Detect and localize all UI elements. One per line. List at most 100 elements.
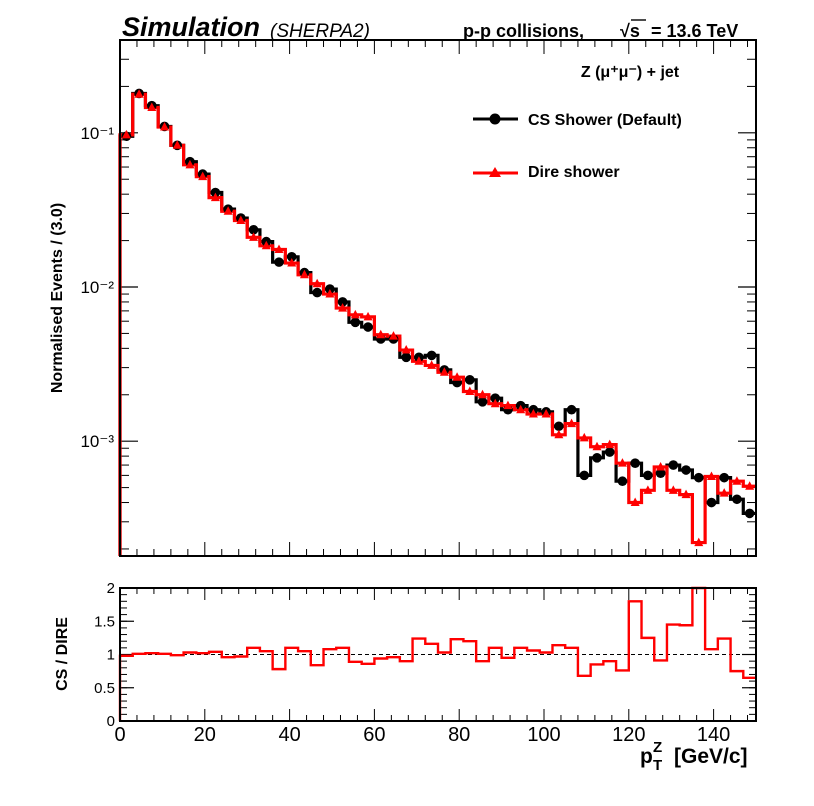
dire-shower-point (541, 409, 551, 418)
main-y-tick-label: 10⁻¹ (80, 124, 114, 143)
dire-shower-point (630, 497, 640, 507)
cs-shower-point (604, 447, 615, 457)
ratio-x-axis-label: p Z T [GeV/c] (640, 739, 748, 774)
collision-info: p-p collisions, √s = 13.6 TeV (463, 19, 738, 41)
dire-shower-point (236, 215, 246, 224)
cs-shower-point (693, 472, 704, 483)
dire-shower-point (312, 278, 322, 288)
cs-shower-point (706, 497, 717, 508)
cs-shower-point (477, 397, 488, 407)
dire-shower-point (388, 331, 398, 340)
legend-cs-label: CS Shower (Default) (528, 112, 682, 129)
legend: CS Shower (Default) Dire shower (473, 112, 682, 181)
dire-shower-point (503, 400, 513, 410)
dire-shower-point (706, 471, 716, 481)
dire-shower-point (427, 360, 437, 369)
dire-shower-point (363, 311, 373, 321)
main-plot-frame (119, 39, 757, 557)
dire-shower-point (528, 409, 538, 418)
ratio-y-tick-label: 1 (107, 647, 115, 664)
dire-shower-point (185, 159, 195, 169)
main-series-layer (118, 88, 756, 556)
cs-shower-point (566, 404, 577, 415)
ratio-x-tick-label: 120 (612, 724, 645, 746)
cs-shower-point (554, 421, 564, 432)
cs-shower-point (655, 468, 666, 478)
dire-shower-point (732, 476, 742, 485)
dire-shower-point (592, 441, 602, 451)
ratio-x-tick-label: 80 (448, 724, 470, 746)
dire-shower-point (554, 429, 564, 439)
dire-shower-point (439, 367, 449, 376)
ratio-y-tick-label: 0 (107, 713, 115, 730)
dire-shower-point (401, 345, 411, 354)
dire-shower-point (668, 485, 678, 494)
legend-entry-dire: Dire shower (473, 164, 620, 181)
dire-shower-point (274, 244, 284, 254)
collision-type: p-p collisions, (463, 21, 584, 41)
cs-shower-point (210, 187, 221, 198)
dire-shower-point (172, 140, 182, 149)
dire-shower-point (478, 389, 488, 399)
ratio-x-tick-label: 60 (363, 724, 385, 746)
cs-shower-point (630, 458, 640, 468)
dire-shower-point (643, 485, 653, 494)
dire-shower-point (414, 356, 424, 365)
legend-entry-cs: CS Shower (Default) (473, 112, 682, 129)
dire-shower-point (210, 192, 220, 202)
process-label: Z (μ⁺μ⁻) + jet (581, 64, 680, 81)
cs-shower-point (363, 322, 373, 332)
dire-shower-point (147, 102, 157, 111)
dire-shower-point (452, 372, 462, 381)
cs-shower-point (732, 494, 742, 505)
dire-shower-point (605, 439, 615, 449)
dire-shower-point (681, 489, 691, 499)
ratio-y-tick-label: 1.5 (94, 613, 115, 630)
dire-shower-point (249, 232, 259, 241)
cs-shower-histogram (118, 91, 756, 556)
ratio-y-tick-label: 2 (107, 580, 115, 597)
ratio-x-tick-label: 140 (697, 724, 730, 746)
legend-dire-label: Dire shower (528, 164, 620, 181)
ratio-x-tick-label: 0 (114, 724, 125, 746)
x-axis-label-sub: T (653, 757, 662, 774)
sqrt-s-symbol: √s (620, 21, 640, 41)
cs-shower-point (681, 465, 691, 475)
generator-label: (SHERPA2) (270, 21, 370, 42)
ratio-x-tick-label: 100 (527, 724, 560, 746)
main-axis-ticks: 10⁻¹ 10⁻² 10⁻³ (80, 40, 756, 556)
energy-value: = 13.6 TeV (651, 21, 738, 41)
cs-shower-point (312, 287, 322, 298)
cs-shower-point (274, 257, 284, 267)
dire-shower-point (338, 303, 348, 312)
cs-shower-point (744, 508, 755, 519)
cs-shower-point (401, 352, 412, 363)
x-axis-label-p: p (640, 745, 653, 768)
cs-shower-point (490, 393, 501, 404)
cs-shower-point (592, 453, 602, 463)
dire-shower-point (325, 289, 335, 298)
ratio-y-axis-label: CS / DIRE (54, 617, 71, 691)
ratio-y-tick-label: 0.5 (94, 680, 115, 697)
dire-shower-point (121, 129, 131, 139)
ratio-x-tick-label: 40 (278, 724, 300, 746)
cs-shower-point (286, 251, 297, 262)
ratio-plot-frame (119, 587, 757, 722)
legend-cs-marker (489, 113, 501, 125)
dire-shower-point (579, 432, 589, 442)
dire-shower-point (745, 481, 755, 490)
cs-shower-point (668, 460, 679, 470)
dire-shower-point (350, 309, 360, 319)
cs-shower-point (325, 284, 335, 294)
main-y-axis-label: Normalised Events / (3.0) (49, 203, 66, 393)
cs-shower-point (617, 476, 628, 487)
dire-shower-point (567, 418, 577, 428)
dire-shower-point (656, 462, 666, 471)
dire-shower-point (490, 398, 500, 408)
ratio-histogram (118, 586, 756, 721)
dire-shower-point (134, 89, 144, 98)
cs-shower-point (719, 472, 729, 483)
dire-shower-point (198, 171, 208, 181)
cs-shower-point (579, 470, 590, 481)
